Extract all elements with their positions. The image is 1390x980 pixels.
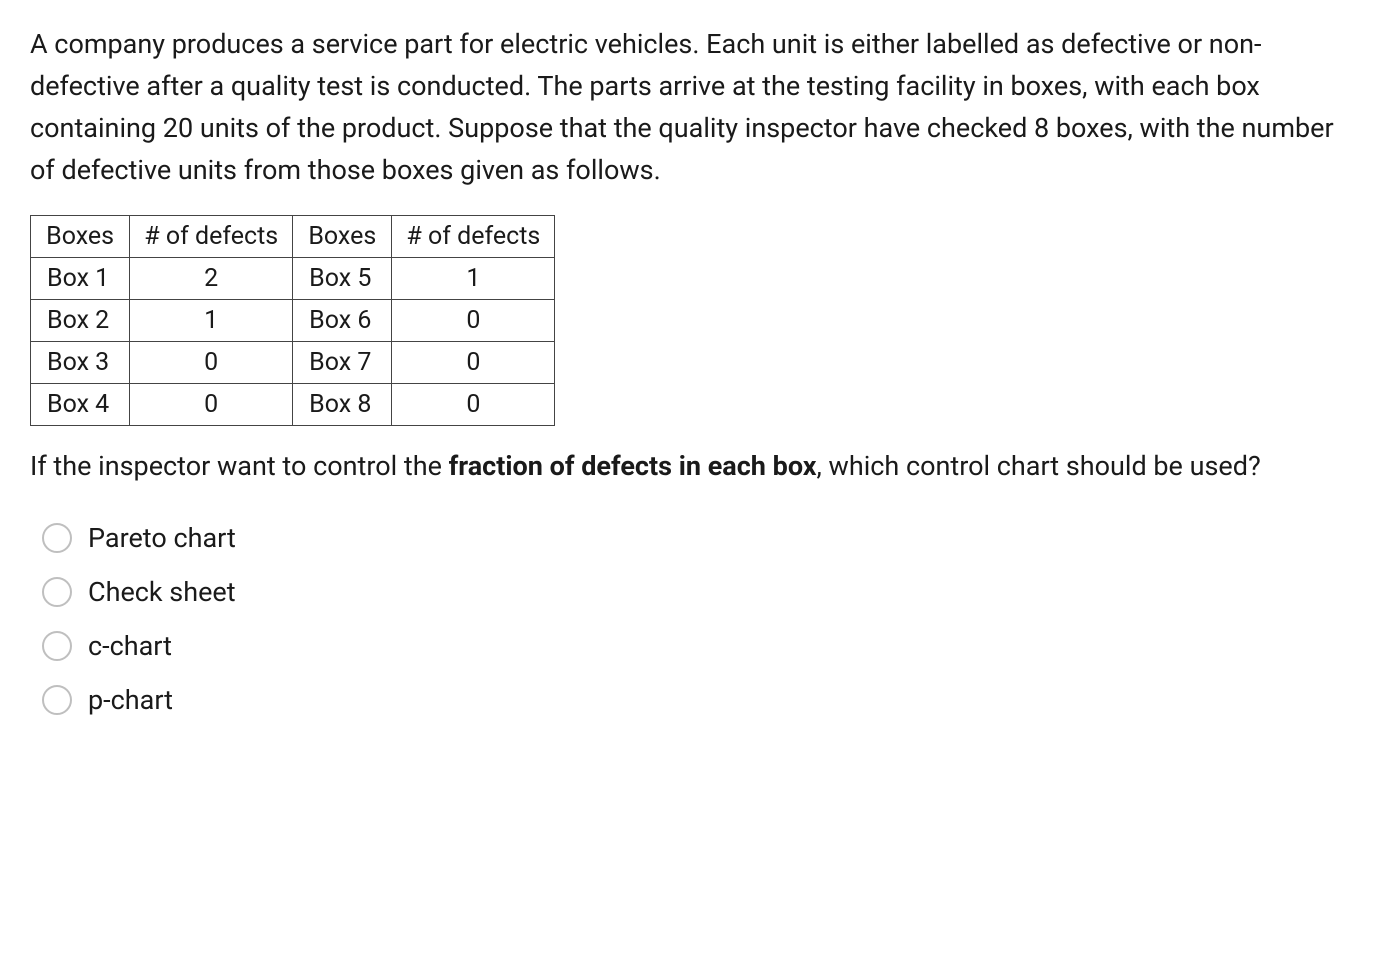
cell-def-a: 0 — [130, 342, 293, 384]
radio-icon[interactable] — [42, 685, 72, 715]
header-defects-a: # of defects — [130, 216, 293, 258]
option-p-chart[interactable]: p-chart — [42, 684, 1360, 716]
option-c-chart[interactable]: c-chart — [42, 630, 1360, 662]
cell-box-b: Box 7 — [293, 342, 392, 384]
table-row: Box 2 1 Box 6 0 — [31, 300, 555, 342]
header-boxes-b: Boxes — [293, 216, 392, 258]
cell-box-a: Box 1 — [31, 258, 130, 300]
option-label: p-chart — [88, 684, 173, 716]
question-prompt: If the inspector want to control the fra… — [30, 446, 1360, 488]
table-row: Box 1 2 Box 5 1 — [31, 258, 555, 300]
radio-icon[interactable] — [42, 523, 72, 553]
radio-icon[interactable] — [42, 577, 72, 607]
header-boxes-a: Boxes — [31, 216, 130, 258]
cell-def-a: 2 — [130, 258, 293, 300]
options-group: Pareto chart Check sheet c-chart p-chart — [30, 522, 1360, 716]
option-label: Check sheet — [88, 576, 236, 608]
cell-def-a: 0 — [130, 384, 293, 426]
cell-box-b: Box 6 — [293, 300, 392, 342]
cell-box-b: Box 5 — [293, 258, 392, 300]
option-label: Pareto chart — [88, 522, 236, 554]
table-header-row: Boxes # of defects Boxes # of defects — [31, 216, 555, 258]
cell-def-b: 0 — [392, 342, 555, 384]
option-label: c-chart — [88, 630, 172, 662]
defects-table: Boxes # of defects Boxes # of defects Bo… — [30, 215, 555, 426]
cell-def-b: 0 — [392, 384, 555, 426]
cell-def-b: 1 — [392, 258, 555, 300]
prompt-after: , which control chart should be used? — [817, 450, 1261, 482]
prompt-before: If the inspector want to control the — [30, 450, 449, 482]
cell-box-b: Box 8 — [293, 384, 392, 426]
option-check-sheet[interactable]: Check sheet — [42, 576, 1360, 608]
table-row: Box 4 0 Box 8 0 — [31, 384, 555, 426]
cell-box-a: Box 2 — [31, 300, 130, 342]
cell-def-a: 1 — [130, 300, 293, 342]
option-pareto-chart[interactable]: Pareto chart — [42, 522, 1360, 554]
question-intro: A company produces a service part for el… — [30, 24, 1360, 191]
table-row: Box 3 0 Box 7 0 — [31, 342, 555, 384]
radio-icon[interactable] — [42, 631, 72, 661]
prompt-bold: fraction of defects in each box — [449, 450, 817, 482]
cell-box-a: Box 3 — [31, 342, 130, 384]
header-defects-b: # of defects — [392, 216, 555, 258]
cell-box-a: Box 4 — [31, 384, 130, 426]
cell-def-b: 0 — [392, 300, 555, 342]
